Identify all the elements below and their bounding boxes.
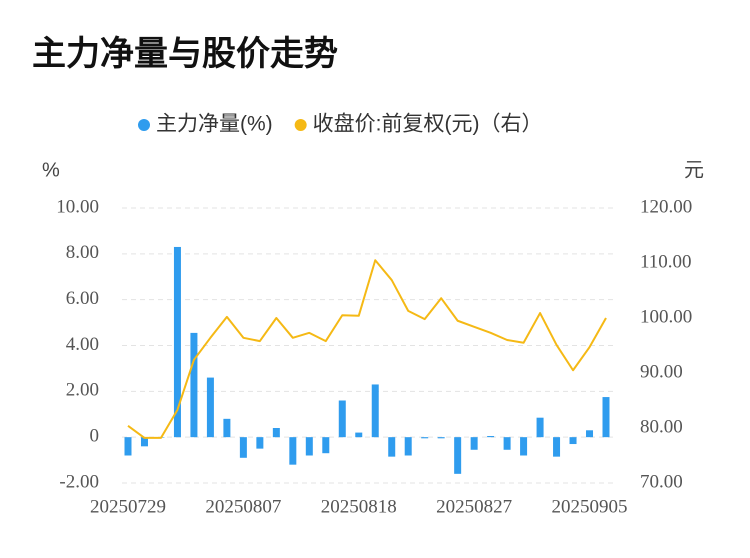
y2-tick-label: 120.00 [640, 196, 692, 217]
bar [520, 437, 528, 456]
x-tick-label: 20250807 [205, 496, 281, 517]
bar [569, 437, 577, 445]
legend-label: 主力净量(%) [156, 113, 273, 136]
bar [289, 437, 297, 465]
bar [553, 437, 561, 457]
bar [206, 377, 214, 438]
legend-marker [138, 119, 150, 131]
bar [190, 332, 198, 438]
y-tick-label: -2.00 [59, 471, 99, 492]
legend-label: 收盘价:前复权(元)（右） [313, 113, 543, 136]
bar [503, 437, 511, 450]
bar [322, 437, 330, 454]
y-tick-label: 4.00 [66, 334, 99, 355]
y-tick-label: 2.00 [66, 380, 99, 401]
y2-tick-label: 100.00 [640, 306, 692, 327]
bar [173, 246, 181, 438]
bar [437, 437, 445, 439]
y-unit: % [42, 159, 60, 181]
bar [223, 418, 231, 438]
bar [140, 437, 148, 447]
bar [305, 437, 313, 456]
y-tick-label: 8.00 [66, 242, 99, 263]
y2-tick-label: 70.00 [640, 471, 683, 492]
price-line [127, 259, 607, 439]
x-tick-label: 20250729 [90, 496, 166, 517]
bar [338, 400, 346, 438]
bar [602, 397, 610, 438]
bar [272, 428, 280, 438]
bar [388, 437, 396, 457]
y-tick-label: 0 [90, 426, 100, 447]
y2-tick-label: 90.00 [640, 361, 683, 382]
bar [454, 437, 462, 474]
bar [487, 436, 495, 438]
chart-title: 主力净量与股价走势 [32, 35, 338, 73]
bar [239, 437, 247, 458]
bar [256, 437, 264, 449]
y2-tick-label: 110.00 [640, 251, 692, 272]
bar [355, 432, 363, 438]
bar [536, 417, 544, 438]
bar [421, 437, 429, 439]
legend-marker [294, 119, 307, 131]
x-tick-label: 20250827 [436, 496, 512, 517]
y-tick-label: 10.00 [56, 196, 99, 217]
bar [371, 384, 379, 438]
bar [124, 437, 132, 456]
y-tick-label: 6.00 [66, 288, 99, 309]
bar [470, 437, 478, 450]
x-tick-label: 20250818 [321, 496, 397, 517]
y2-unit: 元 [684, 159, 704, 181]
y2-tick-label: 80.00 [640, 416, 683, 437]
bar [404, 437, 412, 456]
bar [586, 430, 594, 438]
x-tick-label: 20250905 [552, 496, 628, 517]
